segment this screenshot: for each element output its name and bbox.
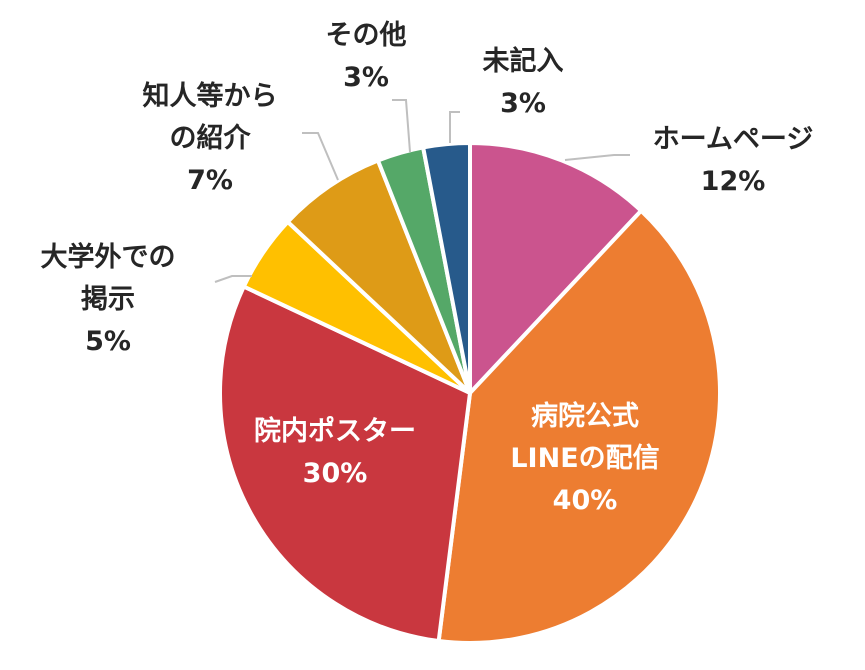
slice-label-4: 知人等からの紹介 7%: [143, 80, 278, 196]
pie-slice-1: [436, 207, 722, 645]
leader-line-3: [214, 275, 252, 283]
slice-percent-5: 3%: [343, 62, 389, 93]
slice-label-line-1-0: 病院公式: [531, 400, 639, 432]
slice-label-line-4-1: の紹介: [170, 122, 252, 154]
slice-label-line-0-0: ホームページ: [653, 124, 814, 155]
slice-label-6: 未記入 3%: [483, 45, 564, 119]
slice-label-line-2-0: 院内ポスター: [254, 415, 416, 447]
slice-percent-0: 12%: [701, 166, 766, 197]
slice-percent-1: 40%: [553, 485, 618, 516]
leader-lines: [214, 99, 630, 283]
slice-percent-3: 5%: [85, 326, 131, 357]
pie-slice-4: [284, 157, 472, 395]
leader-line-0: [564, 154, 630, 161]
slice-percent-4: 7%: [187, 165, 233, 196]
slice-label-line-4-0: 知人等から: [143, 80, 278, 112]
slice-label-5: その他 3%: [326, 20, 407, 93]
pie-slice-6: [420, 140, 472, 394]
slice-label-1: 病院公式 LINEの配信 40%: [510, 400, 659, 516]
slice-label-line-6-0: 未記入: [483, 45, 564, 77]
slice-label-3: 大学外での掲示 5%: [41, 241, 176, 357]
pie-slice-0: [468, 140, 644, 399]
pie-slice-2: [218, 283, 473, 644]
leader-line-5: [392, 99, 411, 153]
slice-percent-6: 3%: [500, 88, 546, 119]
slice-label-line-3-0: 大学外での: [41, 241, 176, 273]
slice-percent-2: 30%: [303, 458, 368, 489]
slice-label-line-1-1: LINEの配信: [510, 443, 659, 474]
slice-label-line-3-1: 掲示: [81, 284, 135, 315]
slice-label-line-5-0: その他: [326, 20, 407, 51]
leader-line-6: [449, 111, 460, 143]
leader-line-4: [302, 132, 339, 181]
slice-labels: ホームページ 12% 病院公式 LINEの配信 40% 院内ポスター 30% 大学外での掲示 5…: [41, 20, 814, 516]
slice-label-0: ホームページ 12%: [653, 124, 814, 197]
slice-label-2: 院内ポスター 30%: [254, 415, 416, 489]
pie-slices: [218, 140, 722, 645]
